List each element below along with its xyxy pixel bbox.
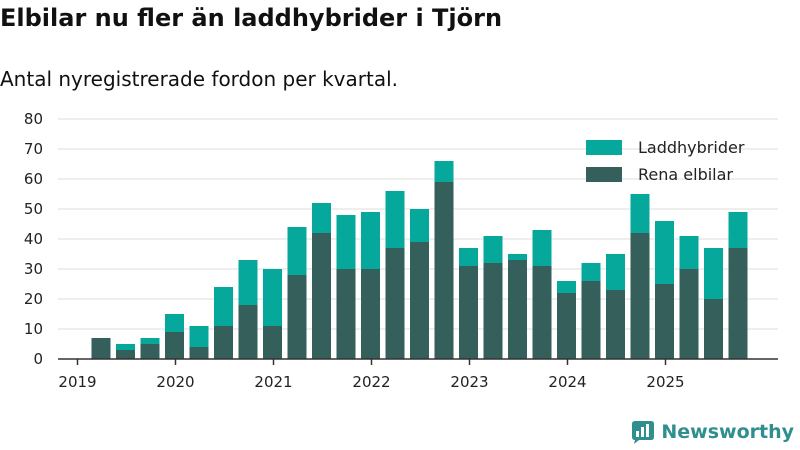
y-tick-label: 50 [24,200,43,218]
bar-elbil-2022-Q1 [361,269,380,359]
bar-laddhybrid-2021-Q4 [336,215,356,269]
y-axis-ticks: 0 10 20 30 40 50 60 70 80 [24,110,43,368]
bar-elbil-2021-Q3 [312,233,331,359]
bar-elbil-2025-Q3 [704,299,723,359]
brand-name: Newsworthy [661,421,794,443]
bar-laddhybrid-2023-Q3 [508,254,527,260]
bar-elbil-2023-Q1 [459,266,478,359]
x-tick-label: 2022 [352,373,390,391]
y-tick-label: 80 [24,110,43,128]
bar-elbil-2024-Q4 [630,233,650,359]
bar-elbil-2025-Q4 [728,248,748,359]
legend-swatch-rena-elbilar [586,167,622,182]
y-tick-label: 70 [24,140,43,158]
bar-elbil-2023-Q3 [508,260,527,359]
bar-elbil-2020-Q2 [189,347,209,359]
x-tick-label: 2019 [58,373,96,391]
bar-laddhybrid-2021-Q1 [263,269,282,326]
legend-label-laddhybrider: Laddhybrider [638,138,745,157]
bar-laddhybrid-2024-Q1 [557,281,576,293]
bar-elbil-2023-Q2 [483,263,503,359]
x-tick-label: 2021 [254,373,292,391]
bar-chart-logo-icon [632,421,655,444]
y-tick-label: 10 [24,320,43,338]
chart-title: Elbilar nu fler än laddhybrider i Tjörn [0,4,503,32]
bar-laddhybrid-2022-Q4 [434,161,454,182]
y-tick-label: 60 [24,170,43,188]
bar-laddhybrid-2019-Q4 [140,338,160,344]
bar-laddhybrid-2025-Q2 [679,236,699,269]
bar-laddhybrid-2025-Q3 [704,248,723,299]
bar-elbil-2021-Q1 [263,326,282,359]
legend-swatch-laddhybrider [586,140,622,155]
bar-elbil-2022-Q4 [434,182,454,359]
x-axis-ticks: 2019 2020 2021 2022 2023 2024 2025 [58,359,685,391]
bar-laddhybrid-2022-Q3 [410,209,429,242]
bar-elbil-2024-Q2 [581,281,601,359]
bar-elbil-2020-Q4 [238,305,258,359]
bar-elbil-2021-Q4 [336,269,356,359]
bar-laddhybrid-2022-Q1 [361,212,380,269]
legend-label-rena-elbilar: Rena elbilar [638,165,733,184]
bar-laddhybrid-2021-Q3 [312,203,331,233]
bar-elbil-2022-Q3 [410,242,429,359]
bar-laddhybrid-2020-Q4 [238,260,258,305]
bar-elbil-2022-Q2 [385,248,405,359]
bar-elbil-2019-Q3 [116,350,135,359]
x-tick-label: 2024 [548,373,586,391]
bar-laddhybrid-2020-Q1 [165,314,184,332]
bar-elbil-2025-Q1 [655,284,674,359]
x-tick-label: 2023 [450,373,488,391]
brand-logo: Newsworthy [631,420,794,444]
bar-laddhybrid-2019-Q3 [116,344,135,350]
bar-laddhybrid-2023-Q4 [532,230,552,266]
bar-laddhybrid-2023-Q2 [483,236,503,263]
legend: Laddhybrider Rena elbilar [586,138,745,184]
y-tick-label: 0 [33,350,43,368]
bar-elbil-2024-Q3 [606,290,625,359]
bar-elbil-2019-Q2 [91,338,111,359]
bar-laddhybrid-2020-Q2 [189,326,209,347]
bar-elbil-2020-Q1 [165,332,184,359]
y-tick-label: 20 [24,290,43,308]
bar-elbil-2021-Q2 [287,275,307,359]
bar-elbil-2024-Q1 [557,293,576,359]
bar-laddhybrid-2025-Q4 [728,212,748,248]
bar-laddhybrid-2024-Q3 [606,254,625,290]
bar-elbil-2025-Q2 [679,269,699,359]
bar-laddhybrid-2023-Q1 [459,248,478,266]
bar-laddhybrid-2020-Q3 [214,287,233,326]
chart-subtitle: Antal nyregistrerade fordon per kvartal. [0,67,399,91]
x-tick-label: 2025 [646,373,684,391]
bar-laddhybrid-2025-Q1 [655,221,674,284]
bar-laddhybrid-2024-Q4 [630,194,650,233]
x-tick-label: 2020 [156,373,194,391]
y-tick-label: 40 [24,230,43,248]
bars [91,161,748,359]
bar-elbil-2023-Q4 [532,266,552,359]
bar-laddhybrid-2024-Q2 [581,263,601,281]
bar-laddhybrid-2021-Q2 [287,227,307,275]
bar-elbil-2019-Q4 [140,344,160,359]
bar-elbil-2020-Q3 [214,326,233,359]
bar-laddhybrid-2022-Q2 [385,191,405,248]
y-tick-label: 30 [24,260,43,278]
